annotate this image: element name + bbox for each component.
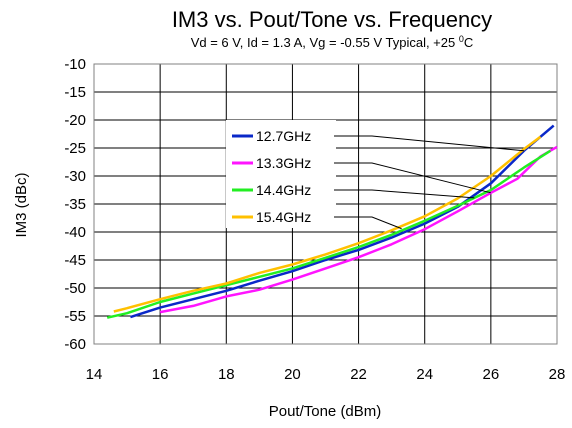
series-line-14.4GHz — [106, 149, 552, 319]
legend-label: 12.7GHz — [256, 128, 311, 144]
y-tick-label: -55 — [64, 308, 86, 325]
y-tick-label: -50 — [64, 280, 86, 297]
chart-subtitle: Vd = 6 V, Id = 1.3 A, Vg = -0.55 V Typic… — [191, 34, 474, 50]
y-tick-label: -25 — [64, 140, 86, 157]
x-tick-label: 28 — [549, 366, 566, 383]
subtitle-superscript: 0 — [459, 34, 464, 44]
legend-box — [226, 120, 336, 228]
legend-leader-line — [334, 162, 491, 194]
y-tick-label: -20 — [64, 112, 86, 129]
y-tick-label: -40 — [64, 224, 86, 241]
legend-leader-line — [334, 216, 402, 230]
y-tick-label: -45 — [64, 252, 86, 269]
y-tick-label: -60 — [64, 336, 86, 353]
series-line-13.3GHz — [159, 145, 558, 314]
legend-leader-line — [334, 135, 524, 152]
chart-title: IM3 vs. Pout/Tone vs. Frequency — [172, 7, 492, 32]
x-tick-label: 26 — [483, 366, 500, 383]
subtitle-main: Vd = 6 V, Id = 1.3 A, Vg = -0.55 V Typic… — [191, 35, 459, 50]
x-tick-label: 18 — [218, 366, 235, 383]
series-line-12.7GHz — [130, 124, 555, 319]
plot-frame — [93, 63, 558, 345]
x-tick-label: 14 — [86, 366, 103, 383]
x-tick-label: 20 — [284, 366, 301, 383]
subtitle-end: C — [464, 35, 473, 50]
legend-leader-line — [334, 189, 475, 199]
series-lines — [106, 124, 558, 319]
legend-label: 15.4GHz — [256, 209, 311, 225]
legend-label: 13.3GHz — [256, 155, 311, 171]
legend: 12.7GHz 13.3GHz 14.4GHz 15.4GHz — [226, 120, 524, 230]
y-axis-label: IM3 (dBc) — [13, 172, 30, 237]
x-axis-label: Pout/Tone (dBm) — [269, 403, 382, 420]
x-tick-labels: 14 16 18 20 22 24 26 28 — [86, 366, 566, 383]
x-tick-label: 16 — [152, 366, 169, 383]
y-tick-labels: -10 -15 -20 -25 -30 -35 -40 -45 -50 -55 -60 — [64, 56, 86, 353]
x-tick-label: 24 — [416, 366, 433, 383]
x-tick-label: 22 — [350, 366, 367, 383]
y-tick-label: -10 — [64, 56, 86, 73]
legend-label: 14.4GHz — [256, 182, 311, 198]
y-tick-label: -30 — [64, 168, 86, 185]
y-tick-label: -35 — [64, 196, 86, 213]
y-tick-label: -15 — [64, 84, 86, 101]
series-line-15.4GHz — [113, 135, 542, 313]
